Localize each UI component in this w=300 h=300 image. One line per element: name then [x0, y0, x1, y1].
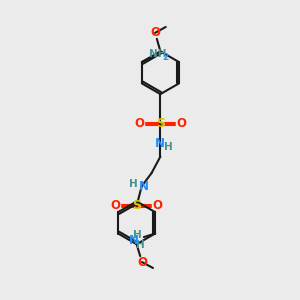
Text: H: H: [164, 142, 173, 152]
Text: 2: 2: [162, 53, 168, 62]
Text: S: S: [132, 200, 141, 212]
Text: O: O: [111, 200, 121, 212]
Text: O: O: [152, 200, 162, 212]
Text: N: N: [155, 137, 165, 150]
Text: S: S: [156, 117, 165, 130]
Text: O: O: [150, 26, 160, 39]
Text: O: O: [137, 256, 147, 268]
Text: H: H: [129, 179, 138, 190]
Text: NH: NH: [148, 49, 166, 59]
Text: O: O: [135, 117, 145, 130]
Text: H: H: [136, 240, 145, 250]
Text: N: N: [139, 180, 148, 193]
Text: N: N: [129, 234, 139, 247]
Text: O: O: [176, 117, 186, 130]
Text: H: H: [133, 230, 142, 240]
